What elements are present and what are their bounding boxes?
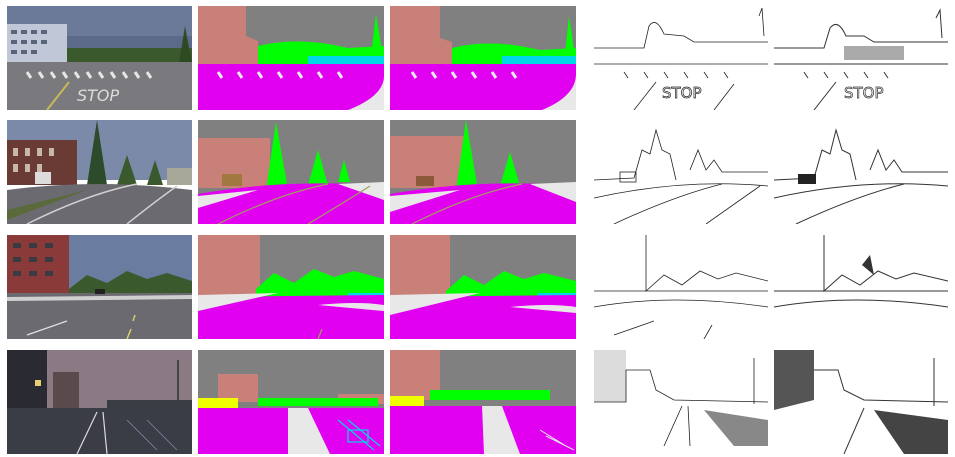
row4-rgb xyxy=(7,350,192,454)
row1-road-text: STOP xyxy=(77,86,120,105)
row4-edges-pred xyxy=(774,350,948,454)
row2-rgb xyxy=(7,120,192,224)
row3-edges-pred xyxy=(774,235,948,339)
svg-text:STOP: STOP xyxy=(662,84,702,102)
row3-edges-gt xyxy=(594,235,768,339)
row3-rgb xyxy=(7,235,192,339)
row1-seg-pred xyxy=(390,6,576,110)
row3-seg-pred xyxy=(390,235,576,339)
row2-edges-pred xyxy=(774,120,948,224)
row1-seg-gt xyxy=(198,6,384,110)
row1-edges-pred: STOP xyxy=(774,6,948,110)
row1-edges-gt: STOP xyxy=(594,6,768,110)
row2-seg-gt xyxy=(198,120,384,224)
row1-rgb: STOP xyxy=(7,6,192,110)
row4-edges-gt xyxy=(594,350,768,446)
row4-seg-pred xyxy=(390,350,576,454)
row3-seg-gt xyxy=(198,235,384,339)
svg-text:STOP: STOP xyxy=(844,84,884,102)
row4-seg-gt xyxy=(198,350,384,454)
row2-seg-pred xyxy=(390,120,576,224)
row2-edges-gt xyxy=(594,120,768,224)
